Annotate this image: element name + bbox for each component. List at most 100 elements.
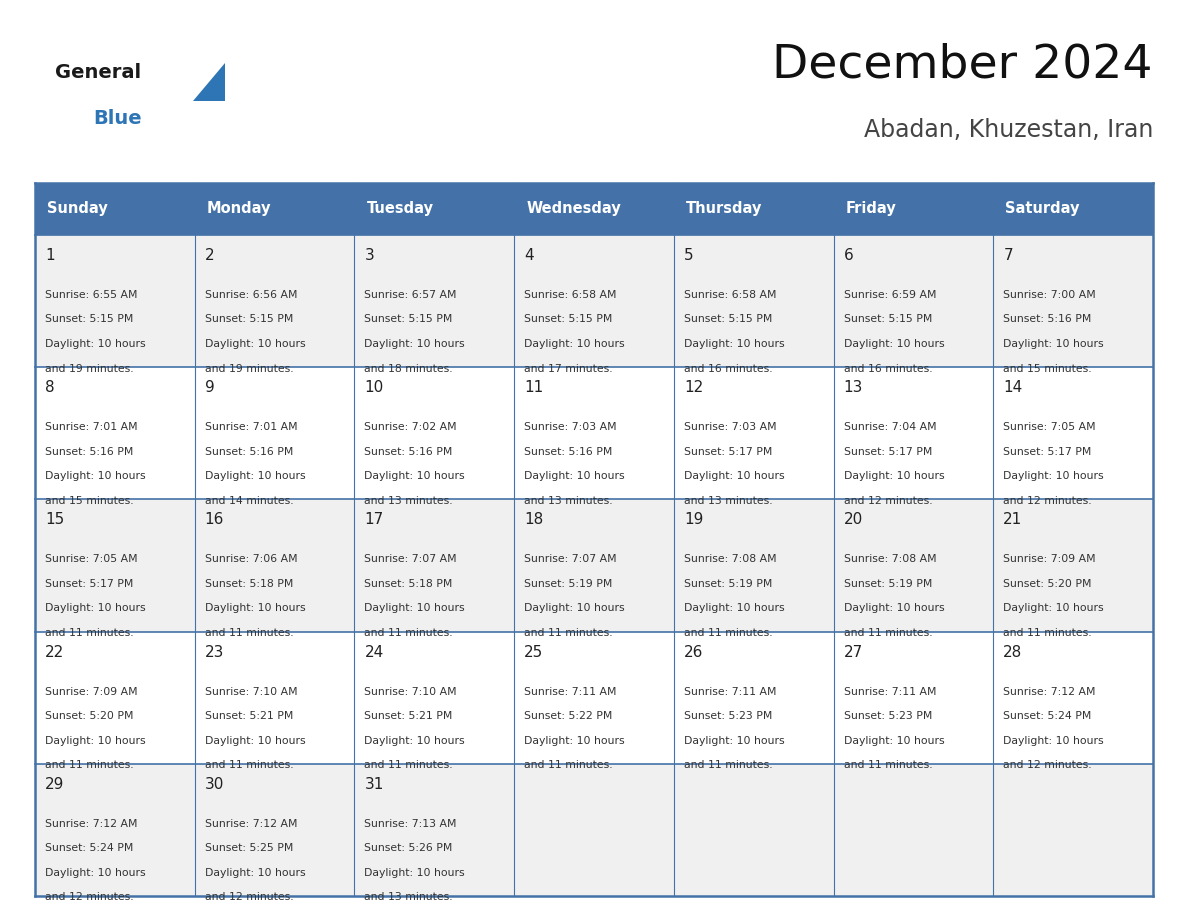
Text: Sunset: 5:15 PM: Sunset: 5:15 PM (204, 315, 293, 324)
Text: and 11 minutes.: and 11 minutes. (524, 628, 613, 638)
Text: 23: 23 (204, 644, 225, 660)
Text: 20: 20 (843, 512, 862, 528)
Text: Sunrise: 7:09 AM: Sunrise: 7:09 AM (1004, 554, 1095, 565)
Text: and 17 minutes.: and 17 minutes. (524, 364, 613, 374)
Text: Sunset: 5:15 PM: Sunset: 5:15 PM (524, 315, 613, 324)
Text: Sunset: 5:20 PM: Sunset: 5:20 PM (1004, 579, 1092, 589)
Text: Daylight: 10 hours: Daylight: 10 hours (365, 735, 465, 745)
Text: Daylight: 10 hours: Daylight: 10 hours (204, 339, 305, 349)
Text: Sunrise: 7:08 AM: Sunrise: 7:08 AM (843, 554, 936, 565)
Text: Sunrise: 7:03 AM: Sunrise: 7:03 AM (524, 422, 617, 432)
Text: and 11 minutes.: and 11 minutes. (684, 628, 772, 638)
Text: Sunset: 5:15 PM: Sunset: 5:15 PM (45, 315, 133, 324)
Text: and 15 minutes.: and 15 minutes. (45, 496, 133, 506)
Text: 6: 6 (843, 248, 853, 263)
Text: Sunrise: 7:11 AM: Sunrise: 7:11 AM (843, 687, 936, 697)
Text: Sunset: 5:16 PM: Sunset: 5:16 PM (1004, 315, 1092, 324)
Text: Daylight: 10 hours: Daylight: 10 hours (204, 868, 305, 878)
Text: Daylight: 10 hours: Daylight: 10 hours (524, 735, 625, 745)
Text: Sunset: 5:24 PM: Sunset: 5:24 PM (1004, 711, 1092, 722)
Text: Sunset: 5:18 PM: Sunset: 5:18 PM (365, 579, 453, 589)
Text: 9: 9 (204, 380, 215, 396)
Text: Daylight: 10 hours: Daylight: 10 hours (524, 339, 625, 349)
Text: Sunrise: 7:05 AM: Sunrise: 7:05 AM (1004, 422, 1095, 432)
Text: 5: 5 (684, 248, 694, 263)
Text: Daylight: 10 hours: Daylight: 10 hours (843, 339, 944, 349)
Text: General: General (55, 63, 141, 82)
Text: Sunrise: 7:03 AM: Sunrise: 7:03 AM (684, 422, 777, 432)
Text: 2: 2 (204, 248, 214, 263)
Text: Sunrise: 7:06 AM: Sunrise: 7:06 AM (204, 554, 297, 565)
Text: 11: 11 (524, 380, 543, 396)
Bar (34, 183, 1154, 235)
Text: Sunset: 5:16 PM: Sunset: 5:16 PM (45, 447, 133, 456)
Text: and 12 minutes.: and 12 minutes. (843, 496, 933, 506)
Text: December 2024: December 2024 (772, 43, 1154, 88)
Bar (34, 499, 1154, 632)
Text: 29: 29 (45, 777, 64, 792)
Text: Wednesday: Wednesday (526, 201, 621, 217)
Text: Sunrise: 7:07 AM: Sunrise: 7:07 AM (365, 554, 457, 565)
Text: Sunset: 5:15 PM: Sunset: 5:15 PM (843, 315, 931, 324)
Text: 16: 16 (204, 512, 225, 528)
Text: Sunrise: 7:11 AM: Sunrise: 7:11 AM (684, 687, 776, 697)
Text: Sunrise: 7:00 AM: Sunrise: 7:00 AM (1004, 290, 1097, 300)
Text: Daylight: 10 hours: Daylight: 10 hours (365, 339, 465, 349)
Text: Daylight: 10 hours: Daylight: 10 hours (1004, 471, 1104, 481)
Text: Sunset: 5:19 PM: Sunset: 5:19 PM (843, 579, 931, 589)
Text: Sunrise: 7:11 AM: Sunrise: 7:11 AM (524, 687, 617, 697)
Text: Abadan, Khuzestan, Iran: Abadan, Khuzestan, Iran (864, 118, 1154, 142)
Text: Sunrise: 6:59 AM: Sunrise: 6:59 AM (843, 290, 936, 300)
Text: Sunset: 5:17 PM: Sunset: 5:17 PM (684, 447, 772, 456)
Text: Sunrise: 7:12 AM: Sunrise: 7:12 AM (204, 819, 297, 829)
Text: and 19 minutes.: and 19 minutes. (45, 364, 133, 374)
Text: and 12 minutes.: and 12 minutes. (204, 892, 293, 902)
Text: and 13 minutes.: and 13 minutes. (684, 496, 772, 506)
Text: Sunset: 5:17 PM: Sunset: 5:17 PM (843, 447, 931, 456)
Text: Sunrise: 7:12 AM: Sunrise: 7:12 AM (1004, 687, 1095, 697)
Text: Daylight: 10 hours: Daylight: 10 hours (45, 603, 146, 613)
Text: Sunset: 5:19 PM: Sunset: 5:19 PM (524, 579, 613, 589)
Polygon shape (192, 63, 225, 101)
Text: and 16 minutes.: and 16 minutes. (843, 364, 933, 374)
Text: Sunset: 5:16 PM: Sunset: 5:16 PM (524, 447, 613, 456)
Text: 28: 28 (1004, 644, 1023, 660)
Bar (34, 367, 1154, 499)
Text: Sunset: 5:23 PM: Sunset: 5:23 PM (843, 711, 931, 722)
Text: and 11 minutes.: and 11 minutes. (524, 760, 613, 770)
Text: Daylight: 10 hours: Daylight: 10 hours (45, 735, 146, 745)
Text: Daylight: 10 hours: Daylight: 10 hours (204, 471, 305, 481)
Text: Friday: Friday (846, 201, 896, 217)
Text: and 11 minutes.: and 11 minutes. (365, 760, 453, 770)
Text: and 12 minutes.: and 12 minutes. (1004, 760, 1092, 770)
Text: Daylight: 10 hours: Daylight: 10 hours (684, 735, 784, 745)
Text: Daylight: 10 hours: Daylight: 10 hours (843, 735, 944, 745)
Text: and 11 minutes.: and 11 minutes. (204, 628, 293, 638)
Text: 13: 13 (843, 380, 862, 396)
Text: Sunrise: 7:07 AM: Sunrise: 7:07 AM (524, 554, 617, 565)
Text: Daylight: 10 hours: Daylight: 10 hours (365, 603, 465, 613)
Text: Daylight: 10 hours: Daylight: 10 hours (684, 603, 784, 613)
Text: Sunset: 5:16 PM: Sunset: 5:16 PM (204, 447, 293, 456)
Text: 12: 12 (684, 380, 703, 396)
Text: Sunrise: 7:08 AM: Sunrise: 7:08 AM (684, 554, 777, 565)
Text: Sunset: 5:20 PM: Sunset: 5:20 PM (45, 711, 133, 722)
Text: Sunset: 5:21 PM: Sunset: 5:21 PM (204, 711, 293, 722)
Text: Sunset: 5:26 PM: Sunset: 5:26 PM (365, 844, 453, 854)
Text: and 12 minutes.: and 12 minutes. (1004, 496, 1092, 506)
Text: 4: 4 (524, 248, 533, 263)
Text: 17: 17 (365, 512, 384, 528)
Text: Daylight: 10 hours: Daylight: 10 hours (1004, 735, 1104, 745)
Text: Daylight: 10 hours: Daylight: 10 hours (684, 339, 784, 349)
Text: Sunset: 5:17 PM: Sunset: 5:17 PM (1004, 447, 1092, 456)
Text: Saturday: Saturday (1005, 201, 1080, 217)
Text: and 15 minutes.: and 15 minutes. (1004, 364, 1092, 374)
Text: Sunrise: 6:58 AM: Sunrise: 6:58 AM (684, 290, 776, 300)
Text: Sunset: 5:24 PM: Sunset: 5:24 PM (45, 844, 133, 854)
Text: Daylight: 10 hours: Daylight: 10 hours (524, 471, 625, 481)
Text: 10: 10 (365, 380, 384, 396)
Text: and 12 minutes.: and 12 minutes. (45, 892, 133, 902)
Text: Tuesday: Tuesday (366, 201, 434, 217)
Text: 14: 14 (1004, 380, 1023, 396)
Text: Sunrise: 7:05 AM: Sunrise: 7:05 AM (45, 554, 138, 565)
